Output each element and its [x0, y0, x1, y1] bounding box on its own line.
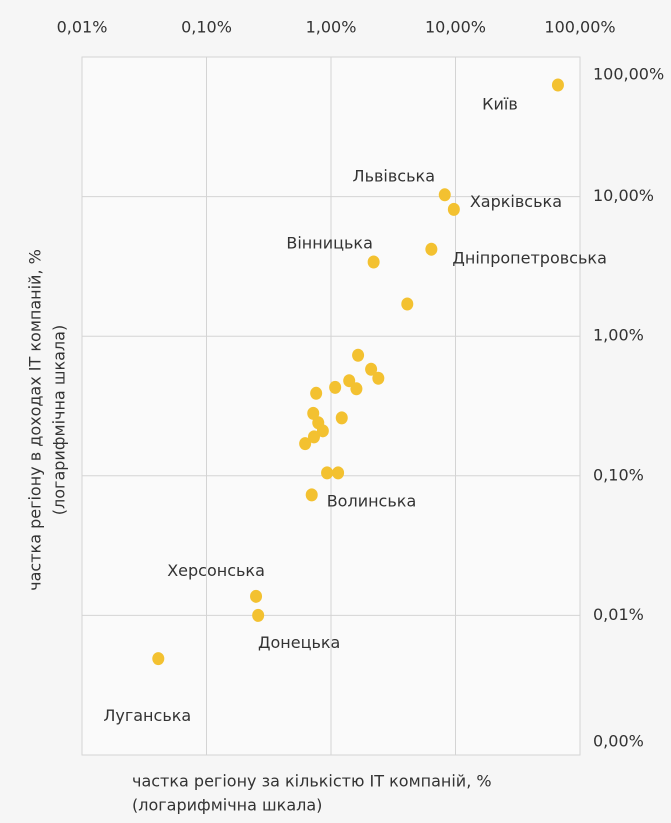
y-tick-label: 10,00%	[593, 186, 654, 205]
point	[305, 488, 318, 502]
x-tick-label: 1,00%	[306, 18, 357, 37]
point	[332, 466, 345, 480]
x-tick-label: 0,10%	[181, 18, 232, 37]
point	[401, 297, 414, 311]
point-label: Донецька	[258, 633, 340, 652]
point	[335, 411, 348, 425]
y-tick-label: 0,00%	[593, 732, 644, 751]
point-label: Херсонська	[167, 561, 265, 580]
x-axis-title: частка регіону за кількістю IT компаній,…	[132, 772, 492, 791]
point-label: Волинська	[327, 491, 417, 510]
point	[365, 362, 378, 376]
point	[447, 202, 460, 216]
point	[343, 374, 356, 388]
point	[250, 589, 263, 603]
point	[307, 430, 320, 444]
point	[321, 466, 334, 480]
point	[316, 424, 329, 438]
point-label: Київ	[482, 95, 518, 114]
point-label: Львівська	[353, 166, 435, 185]
point	[310, 386, 323, 400]
point	[252, 608, 265, 622]
y-axis-title: частка регіону в доходах IT компаній, %	[26, 249, 45, 591]
point	[152, 652, 165, 666]
y-tick-label: 0,10%	[593, 465, 644, 484]
point	[350, 382, 363, 396]
y-tick-label: 1,00%	[593, 326, 644, 345]
y-tick-label: 100,00%	[593, 65, 664, 84]
x-axis-title: (логарифмічна шкала)	[132, 796, 322, 815]
point	[438, 188, 451, 202]
point	[425, 242, 438, 256]
x-tick-label: 0,01%	[57, 18, 108, 37]
point-label: Луганська	[103, 706, 191, 725]
point-label: Дніпропетровська	[452, 249, 607, 268]
point-label: Харківська	[470, 192, 562, 211]
y-tick-label: 0,01%	[593, 605, 644, 624]
x-tick-label: 10,00%	[425, 18, 486, 37]
y-axis-title: (логарифмічна шкала)	[50, 325, 69, 515]
point	[329, 380, 342, 394]
point	[352, 348, 365, 362]
point	[367, 255, 380, 269]
point	[299, 437, 312, 451]
point-label: Вінницька	[286, 234, 373, 253]
x-tick-label: 100,00%	[544, 18, 615, 37]
point	[372, 371, 385, 385]
point	[551, 78, 564, 92]
